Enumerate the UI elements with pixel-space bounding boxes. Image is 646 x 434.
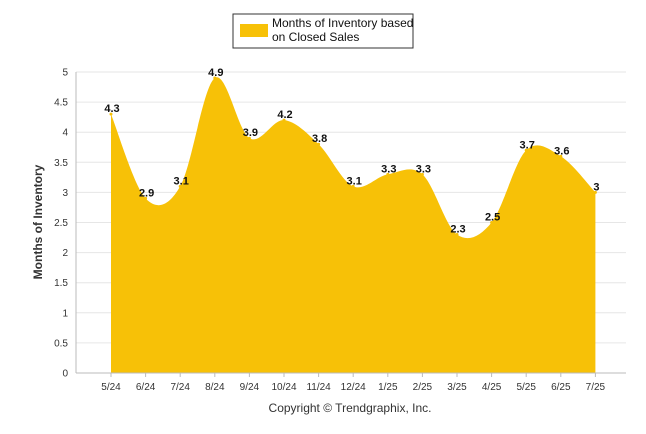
data-point: [351, 184, 355, 188]
x-tick-labels: 5/24 6/24 7/24 8/24 9/24 10/24 11/24 12/24 1/25 2…: [101, 373, 606, 393]
data-label: 3.8: [312, 133, 327, 145]
plot-area: [111, 77, 596, 373]
data-label: 2.9: [139, 187, 154, 199]
y-axis-title: Months of Inventory: [31, 164, 45, 279]
copyright-footer: Copyright © Trendgraphix, Inc.: [269, 401, 432, 415]
axes: [75, 72, 626, 374]
x-tick-label: 12/24: [341, 382, 366, 393]
data-point: [490, 221, 494, 224]
x-tick-label: 2/25: [413, 382, 433, 393]
y-tick-label: 1.5: [54, 278, 68, 289]
data-label: 4.3: [104, 103, 119, 115]
data-label: 3.9: [243, 127, 258, 139]
y-tick-label: 4: [62, 128, 68, 139]
x-tick-label: 6/24: [136, 382, 156, 393]
x-tick-label: 4/25: [482, 382, 502, 393]
data-point: [178, 184, 182, 188]
data-point: [593, 190, 597, 194]
data-point: [213, 76, 217, 80]
y-tick-label: 2: [62, 248, 68, 259]
data-point: [455, 233, 459, 237]
x-tick-label: 1/25: [378, 382, 398, 393]
y-tick-label: 0.5: [54, 338, 68, 349]
y-tick-label: 0: [62, 369, 68, 380]
data-point: [109, 112, 113, 116]
data-point: [247, 136, 251, 140]
y-tick-label: 1: [62, 308, 68, 319]
x-tick-label: 3/25: [447, 382, 467, 393]
x-tick-label: 11/24: [306, 382, 331, 393]
y-tick-label: 5: [62, 68, 68, 79]
legend-line-1: Months of Inventory based: [272, 16, 413, 30]
y-tick-label: 3.5: [54, 158, 68, 169]
legend[interactable]: Months of Inventory based on Closed Sale…: [232, 13, 414, 49]
data-point: [559, 154, 563, 158]
data-label: 3: [593, 181, 599, 193]
data-labels: 4.3 2.9 3.1 4.9 3.9 4.2 3.8 3.1 3.3 3.3 2.3 2.5 3.7 3…: [104, 67, 599, 237]
inventory-area: [111, 77, 596, 373]
data-label: 4.9: [208, 67, 223, 79]
data-label: 3.3: [416, 163, 431, 175]
x-tick-label: 5/24: [101, 382, 121, 393]
data-label: 3.3: [381, 163, 396, 175]
y-tick-label: 4.5: [54, 98, 68, 109]
data-label: 4.2: [277, 109, 292, 121]
legend-line-2: on Closed Sales: [272, 30, 359, 44]
data-point: [144, 196, 148, 200]
y-tick-labels: 0 0.5 1 1.5 2 2.5 3 3.5 4 4.5 5: [54, 68, 68, 380]
x-tick-label: 5/25: [516, 382, 536, 393]
data-point: [420, 172, 424, 176]
data-label: 2.5: [485, 212, 500, 224]
y-tick-label: 2.5: [54, 218, 68, 229]
data-point: [317, 142, 321, 146]
x-tick-label: 8/24: [205, 382, 225, 393]
x-tick-label: 7/24: [170, 382, 190, 393]
x-tick-label: 6/25: [551, 382, 571, 393]
x-tick-label: 7/25: [586, 382, 606, 393]
y-tick-label: 3: [62, 188, 68, 199]
data-label: 3.1: [347, 175, 362, 187]
data-point: [282, 118, 286, 122]
data-label: 3.1: [174, 175, 189, 187]
x-tick-label: 10/24: [271, 382, 296, 393]
data-label: 3.7: [520, 139, 535, 151]
x-tick-label: 9/24: [240, 382, 260, 393]
legend-swatch: [240, 24, 268, 37]
data-label: 2.3: [450, 224, 465, 236]
data-label: 3.6: [554, 145, 569, 157]
data-point: [386, 172, 390, 176]
data-point: [524, 148, 528, 152]
